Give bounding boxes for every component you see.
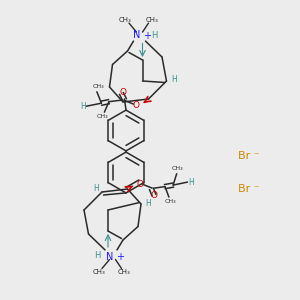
Text: H: H: [80, 102, 86, 111]
Text: CH₃: CH₃: [97, 114, 109, 119]
Text: H: H: [146, 200, 152, 208]
Text: O: O: [150, 191, 157, 200]
Text: Br ⁻: Br ⁻: [238, 151, 260, 161]
Text: H: H: [94, 250, 101, 260]
Text: CH₃: CH₃: [118, 17, 131, 23]
Text: +: +: [116, 251, 124, 262]
Text: CH₃: CH₃: [172, 166, 183, 171]
Text: H: H: [94, 184, 100, 193]
Text: +: +: [143, 31, 151, 41]
Text: N: N: [106, 251, 113, 262]
Text: CH₃: CH₃: [93, 84, 104, 89]
Text: H: H: [171, 75, 177, 84]
Text: CH₃: CH₃: [145, 17, 158, 23]
Text: CH₃: CH₃: [118, 269, 131, 275]
Text: O: O: [132, 100, 140, 109]
Text: CH₃: CH₃: [93, 269, 105, 275]
Text: N: N: [133, 30, 140, 40]
Text: O: O: [136, 180, 144, 189]
Text: H: H: [151, 31, 157, 40]
Text: CH₃: CH₃: [164, 199, 176, 204]
Text: O: O: [120, 88, 127, 97]
Text: Br ⁻: Br ⁻: [238, 184, 260, 194]
Text: H: H: [188, 178, 194, 187]
